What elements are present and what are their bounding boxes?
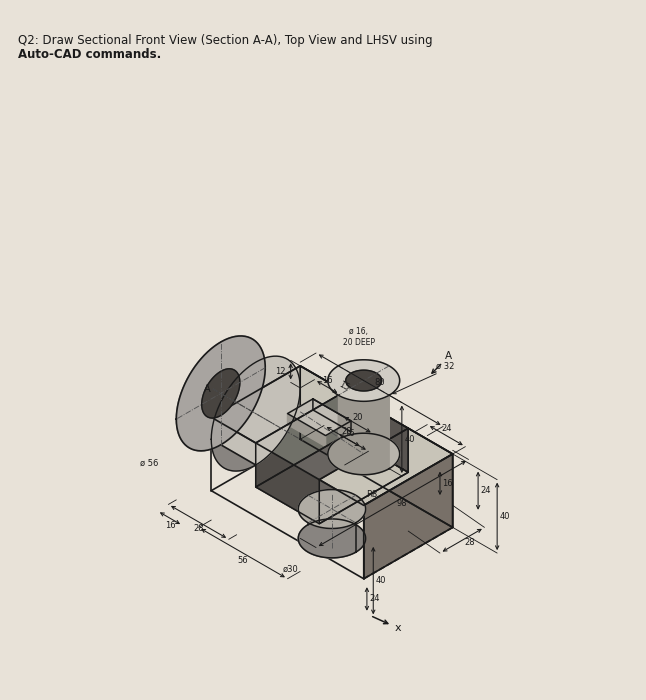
Text: Q2: Draw Sectional Front View (Section A-A), Top View and LHSV using: Q2: Draw Sectional Front View (Section A… — [17, 34, 436, 47]
Polygon shape — [319, 428, 453, 505]
Text: 15: 15 — [337, 380, 350, 393]
Text: 40: 40 — [404, 435, 415, 444]
Polygon shape — [256, 435, 408, 524]
Text: ø 32: ø 32 — [435, 362, 454, 371]
Polygon shape — [287, 414, 326, 447]
Text: 24: 24 — [481, 486, 491, 495]
Polygon shape — [211, 366, 345, 443]
Text: ø 56: ø 56 — [140, 458, 158, 468]
Polygon shape — [256, 391, 345, 487]
Polygon shape — [364, 454, 453, 579]
Polygon shape — [256, 443, 319, 524]
Text: x: x — [395, 624, 401, 634]
Polygon shape — [298, 519, 366, 558]
Text: 28: 28 — [341, 427, 351, 436]
Text: 40: 40 — [376, 576, 386, 585]
Polygon shape — [202, 369, 240, 418]
Polygon shape — [298, 489, 366, 528]
Text: ø30: ø30 — [283, 564, 298, 573]
Text: A: A — [203, 384, 210, 394]
Text: ø 16,
20 DEEP: ø 16, 20 DEEP — [342, 328, 375, 346]
Text: 12: 12 — [275, 367, 286, 376]
Text: 16: 16 — [443, 479, 453, 488]
Polygon shape — [339, 360, 400, 469]
Text: 16: 16 — [165, 521, 175, 530]
Text: 24: 24 — [370, 594, 380, 603]
Polygon shape — [221, 336, 300, 465]
Polygon shape — [319, 428, 408, 524]
Text: 24: 24 — [441, 424, 452, 433]
Text: 80: 80 — [374, 378, 385, 387]
Text: 28: 28 — [193, 524, 204, 533]
Polygon shape — [328, 433, 400, 475]
Text: 16: 16 — [344, 429, 355, 438]
Text: 16: 16 — [322, 375, 333, 384]
Text: 28: 28 — [465, 538, 475, 547]
Text: 98: 98 — [397, 499, 408, 508]
Polygon shape — [176, 336, 266, 451]
Text: A: A — [445, 351, 452, 361]
Polygon shape — [345, 391, 408, 472]
Polygon shape — [346, 370, 382, 391]
Polygon shape — [313, 399, 351, 432]
Text: 40: 40 — [500, 512, 510, 521]
Polygon shape — [211, 366, 453, 505]
Text: 20: 20 — [352, 413, 362, 422]
Polygon shape — [298, 496, 356, 558]
Polygon shape — [176, 342, 256, 471]
Polygon shape — [300, 366, 453, 527]
Polygon shape — [328, 366, 389, 475]
Text: Auto-CAD commands.: Auto-CAD commands. — [17, 48, 161, 61]
Polygon shape — [328, 360, 400, 401]
Polygon shape — [287, 399, 351, 435]
Text: 56: 56 — [238, 556, 248, 564]
Text: R8: R8 — [366, 490, 377, 499]
